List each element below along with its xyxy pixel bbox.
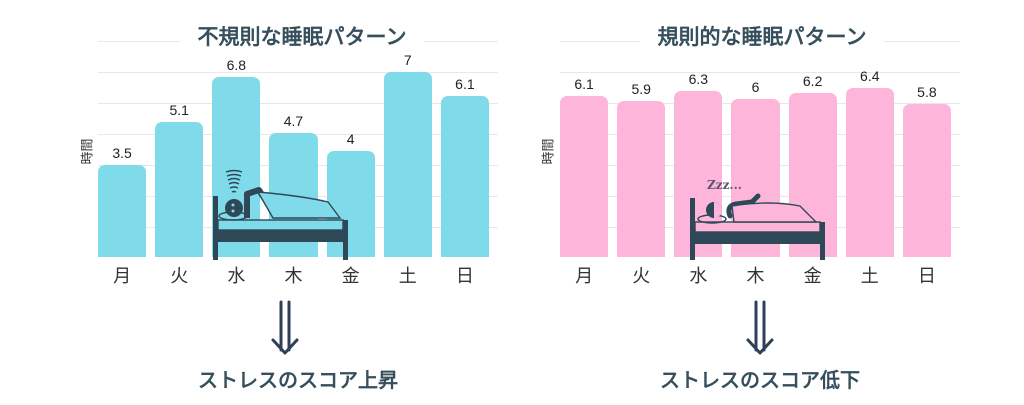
category-label: 金 <box>341 266 360 287</box>
chart-title: 規則的な睡眠パターン <box>640 24 884 50</box>
value-label: 4 <box>346 131 355 148</box>
stress-result-label: ストレスのスコア上昇 <box>198 368 398 392</box>
category-label: 水 <box>227 266 246 287</box>
restless-sleeper-icon <box>213 169 348 260</box>
value-label: 6.3 <box>688 70 709 87</box>
category-label: 日 <box>455 266 474 287</box>
value-label: 6.1 <box>574 75 594 92</box>
category-label: 月 <box>575 266 594 287</box>
bar-日 <box>440 95 489 257</box>
bar-火 <box>617 101 666 257</box>
double-down-arrow-icon <box>746 300 774 355</box>
chart-title: 不規則な睡眠パターン <box>180 24 424 50</box>
category-label: 木 <box>284 266 303 287</box>
value-label: 6.1 <box>455 75 475 92</box>
category-label: 水 <box>689 266 708 287</box>
value-label: 4.7 <box>283 112 304 129</box>
value-label: 3.5 <box>112 144 132 161</box>
irregular-sleep-chart: 不規則な睡眠パターン 時間 3.5 5.1 6.8 4.7 4 7 6.1 月火水木金土日 <box>0 0 498 405</box>
value-label: 6.2 <box>802 73 823 90</box>
category-label: 月 <box>113 266 132 287</box>
gridline <box>98 103 498 104</box>
value-label: 6.8 <box>226 57 247 74</box>
double-down-arrow-icon <box>271 300 299 355</box>
category-label: 火 <box>170 266 189 287</box>
gridline <box>98 72 498 73</box>
bar-土 <box>383 72 432 257</box>
value-label: 6.4 <box>860 68 880 85</box>
value-label: 5.8 <box>917 83 937 100</box>
gridline <box>560 72 960 73</box>
bar-月 <box>98 164 147 257</box>
category-label: 土 <box>860 266 879 287</box>
sleeping-person-icon <box>690 193 825 260</box>
category-label: 金 <box>803 266 822 287</box>
zzz-label: Zzz... <box>707 178 742 192</box>
value-label: 7 <box>403 52 412 69</box>
value-label: 6 <box>751 78 760 95</box>
value-label: 5.9 <box>631 81 651 98</box>
category-label: 木 <box>746 266 765 287</box>
category-label: 日 <box>917 266 936 287</box>
stress-result-label: ストレスのスコア低下 <box>660 368 860 392</box>
bar-月 <box>560 95 609 257</box>
category-label: 土 <box>398 266 417 287</box>
category-label: 火 <box>632 266 651 287</box>
bar-火 <box>155 122 204 257</box>
y-axis-label: 時間 <box>541 138 557 165</box>
regular-sleep-chart: 規則的な睡眠パターン 時間 6.1 5.9 6.3 6 6.2 6.4 5.8 Zzz...… <box>0 0 960 405</box>
bar-日 <box>902 103 951 257</box>
value-label: 5.1 <box>169 102 189 119</box>
bar-土 <box>845 88 894 257</box>
